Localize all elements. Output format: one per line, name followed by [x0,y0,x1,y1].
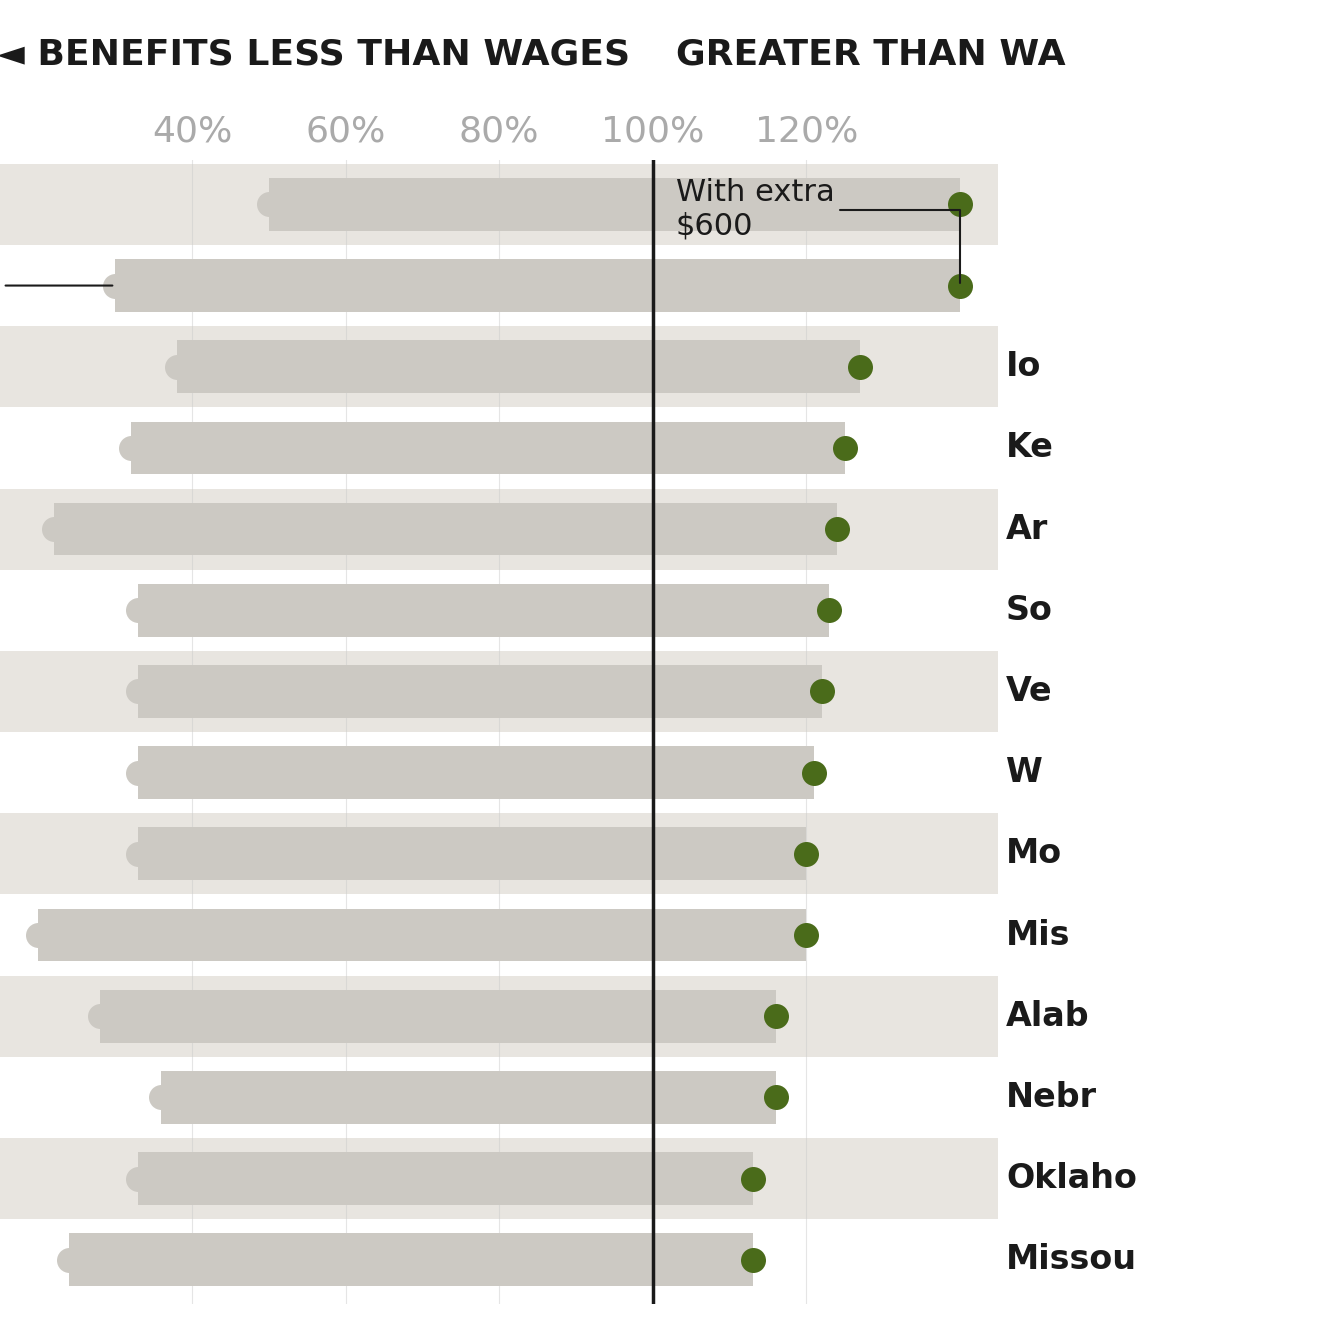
Text: Missou: Missou [1006,1243,1137,1276]
Text: Io: Io [1006,350,1041,383]
Bar [138,666,821,717]
Text: Before: Before [0,272,112,299]
Bar [269,178,960,230]
Bar [0,651,998,732]
Text: GREATER THAN WA: GREATER THAN WA [676,37,1065,71]
Bar [53,503,837,555]
Bar [161,1071,776,1123]
Bar [0,164,998,245]
Bar [0,976,998,1057]
Text: Ve: Ve [1006,675,1053,708]
Bar [0,894,998,976]
Bar [138,747,815,799]
Bar [138,584,829,636]
Text: Mo: Mo [1006,837,1062,870]
Bar [0,407,998,488]
Bar [177,341,860,393]
Bar [0,1138,998,1219]
Bar [0,245,998,326]
Bar [39,909,807,961]
Bar [0,488,998,570]
Text: Mis: Mis [1006,918,1070,952]
Bar [0,570,998,651]
Bar [0,1219,998,1300]
Bar [130,422,845,474]
Bar [116,260,960,311]
Bar [69,1234,752,1286]
Bar [100,990,776,1042]
Bar [0,732,998,813]
Text: Alab: Alab [1006,1000,1090,1033]
Text: Ke: Ke [1006,431,1054,465]
Text: Ar: Ar [1006,512,1049,546]
Text: With extra
$600: With extra $600 [676,178,960,282]
Bar [0,813,998,894]
Text: Nebr: Nebr [1006,1081,1097,1114]
Bar [138,1153,752,1205]
Text: Oklaho: Oklaho [1006,1162,1137,1195]
Bar [0,326,998,407]
Text: W: W [1006,756,1042,789]
Text: ◄ BENEFITS LESS THAN WAGES: ◄ BENEFITS LESS THAN WAGES [0,37,630,71]
Bar [138,828,807,880]
Text: So: So [1006,594,1053,627]
Bar [0,1057,998,1138]
